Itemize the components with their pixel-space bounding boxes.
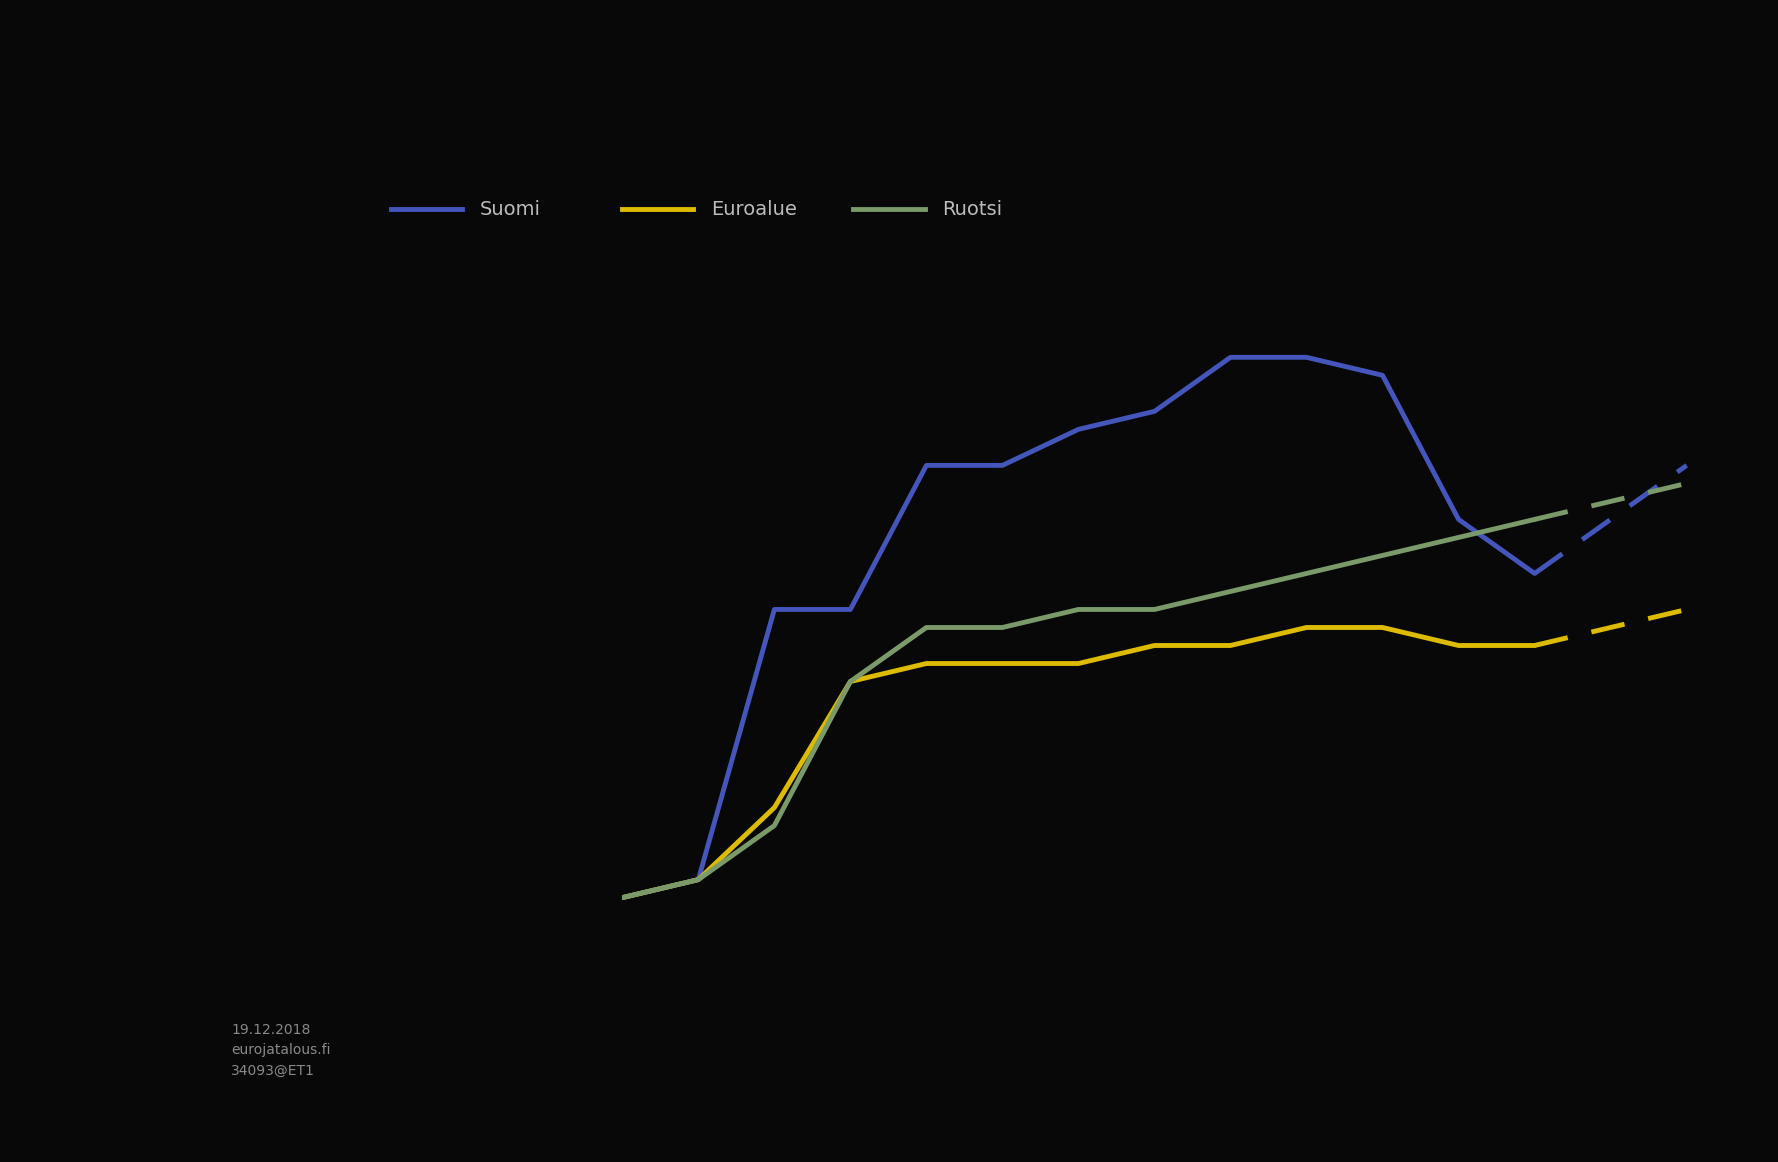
Text: Suomi: Suomi bbox=[480, 200, 541, 218]
Text: Ruotsi: Ruotsi bbox=[942, 200, 1003, 218]
Text: Euroalue: Euroalue bbox=[711, 200, 797, 218]
Text: 19.12.2018
eurojatalous.fi
34093@ET1: 19.12.2018 eurojatalous.fi 34093@ET1 bbox=[231, 1023, 331, 1078]
